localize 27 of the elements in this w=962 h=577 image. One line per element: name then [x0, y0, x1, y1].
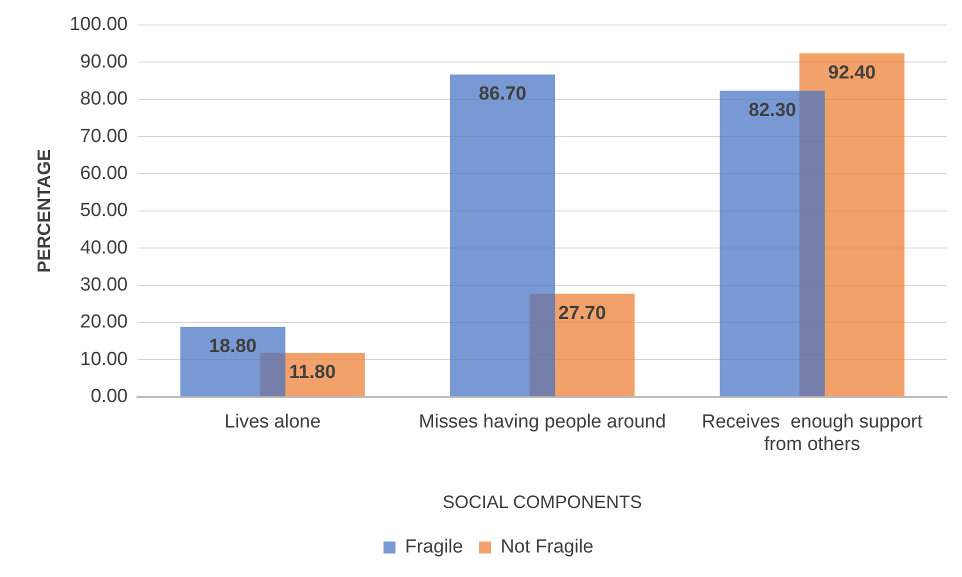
x-axis-title: SOCIAL COMPONENTS	[442, 492, 642, 512]
x-tick-label: Receives enough support from others	[702, 411, 924, 456]
y-tick-label: 50.00	[80, 200, 128, 222]
data-label: 27.70	[558, 303, 606, 324]
data-label: 11.80	[289, 362, 336, 384]
y-tick-label: 10.00	[80, 348, 128, 370]
data-label: 18.80	[209, 336, 257, 358]
bar	[180, 326, 286, 396]
y-tick-label: 90.00	[80, 51, 128, 72]
y-tick-label: 40.00	[80, 237, 128, 258]
bar	[720, 90, 825, 396]
y-tick-label: 60.00	[80, 162, 128, 184]
data-label: 86.70	[478, 84, 526, 105]
bar	[450, 74, 556, 396]
y-tick-label: 20.00	[80, 312, 128, 333]
y-tick-label: 30.00	[80, 274, 128, 296]
legend-label: Not Fragile	[500, 536, 594, 558]
data-label: 92.40	[828, 62, 876, 84]
legend-label: Fragile	[405, 536, 464, 558]
x-tick-label: Lives alone	[224, 411, 321, 432]
data-label: 82.30	[748, 100, 796, 122]
x-tick-label: Misses having people around	[418, 411, 666, 432]
y-tick-label: 0.00	[90, 386, 128, 408]
y-tick-label: 100.00	[70, 14, 128, 36]
y-tick-label: 80.00	[80, 88, 128, 110]
y-tick-label: 70.00	[80, 126, 128, 147]
y-axis-title: PERCENTAGE	[34, 149, 54, 273]
